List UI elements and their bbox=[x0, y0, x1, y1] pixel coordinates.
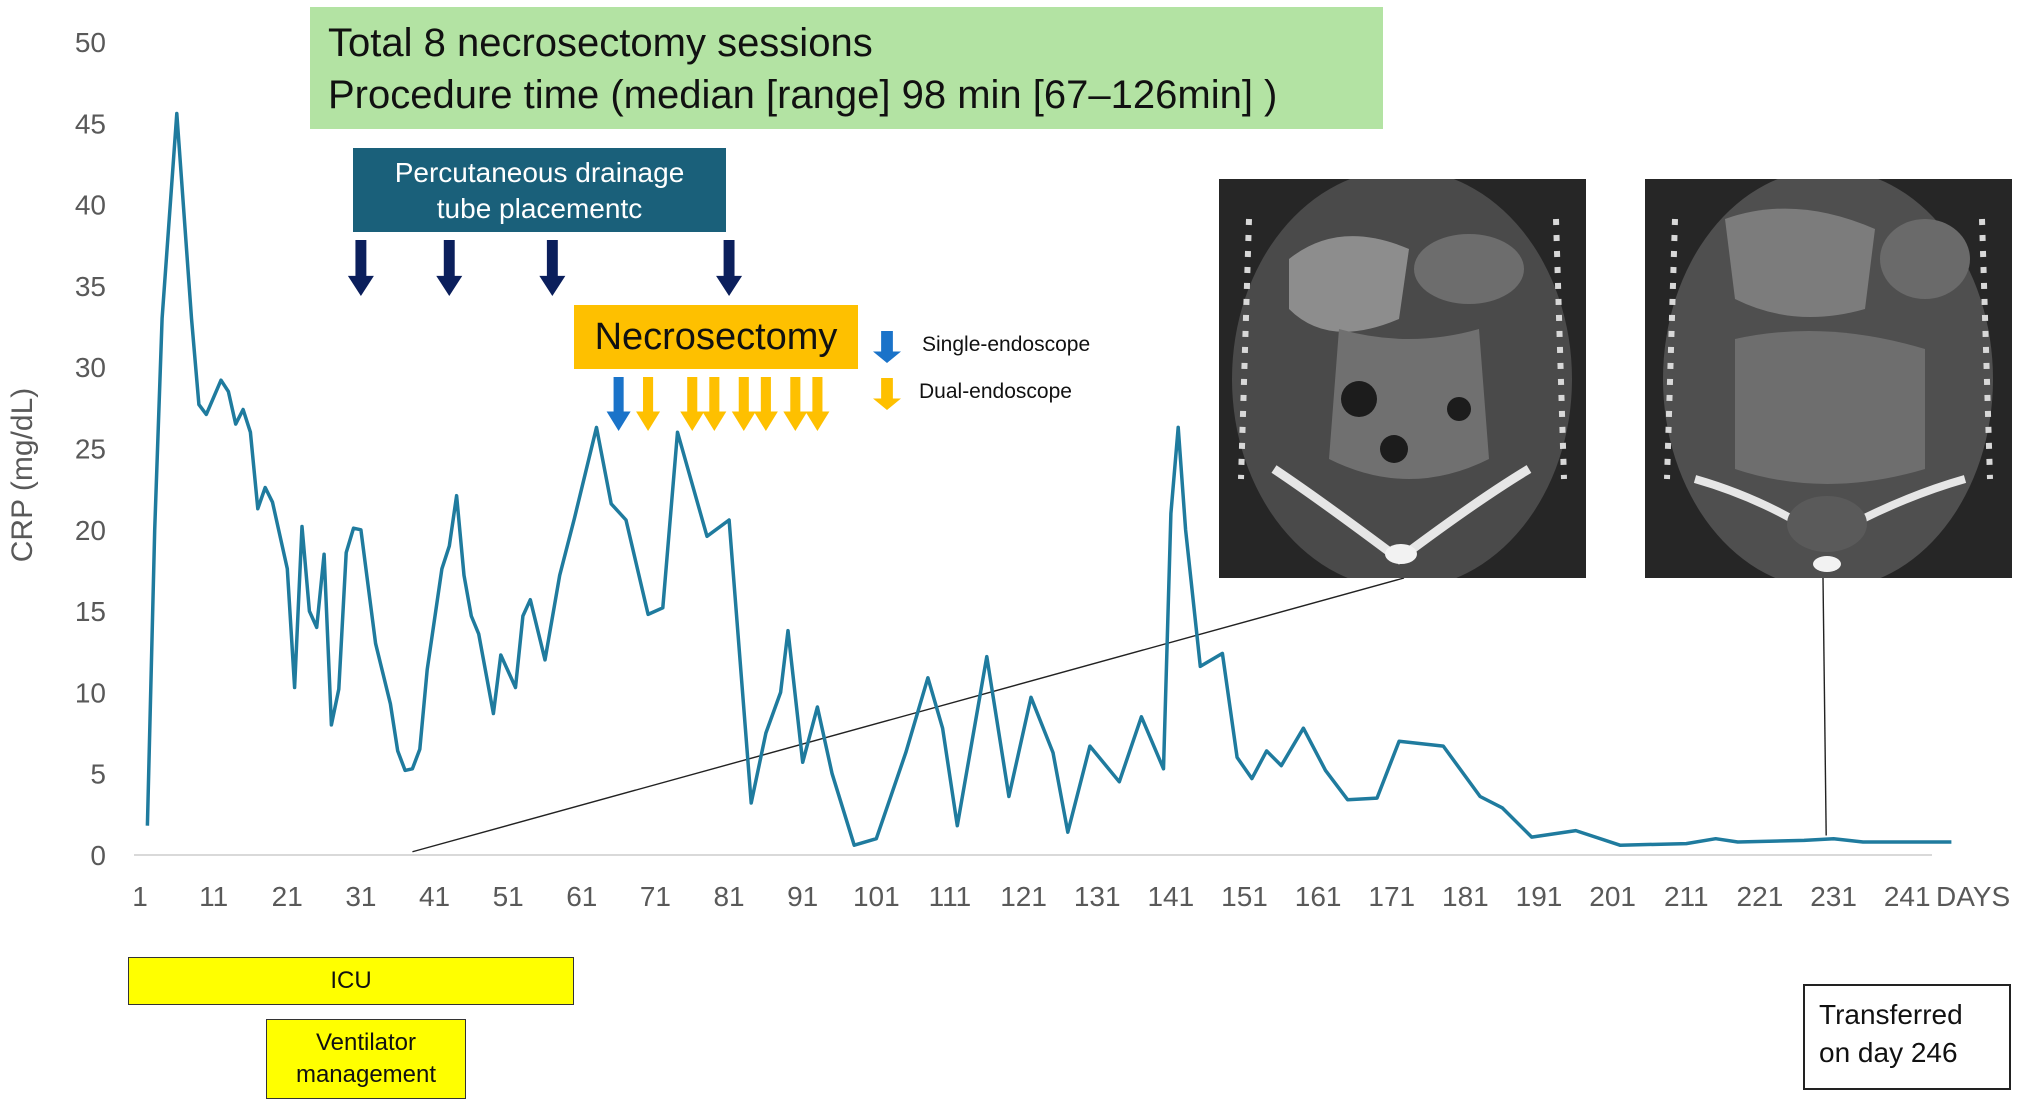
x-tick-label: 81 bbox=[713, 881, 744, 912]
x-tick-label: 191 bbox=[1516, 881, 1563, 912]
drainage-arrow-icon bbox=[539, 240, 566, 296]
legend-single-endoscope: Single-endoscope bbox=[922, 333, 1091, 356]
ventilator-period-box: Ventilator management bbox=[266, 1019, 466, 1099]
necrosectomy-label: Necrosectomy bbox=[594, 316, 838, 358]
callout-line bbox=[1822, 577, 1827, 836]
y-tick-label: 35 bbox=[75, 271, 106, 302]
drainage-box: Percutaneous drainage tube placementc bbox=[353, 148, 726, 232]
transfer-line-1: Transferred bbox=[1819, 999, 1963, 1030]
x-tick-label: 51 bbox=[493, 881, 524, 912]
x-tick-label: 141 bbox=[1147, 881, 1194, 912]
x-tick-label: 41 bbox=[419, 881, 450, 912]
legend-arrows bbox=[873, 331, 901, 410]
icu-period-box: ICU bbox=[128, 957, 574, 1005]
x-tick-label: 111 bbox=[929, 881, 972, 912]
legend-dual-arrow-icon bbox=[873, 378, 901, 410]
y-tick-label: 0 bbox=[90, 840, 106, 871]
x-tick-label: 31 bbox=[345, 881, 376, 912]
x-tick-labels: 1 11 21 31 41 51 61 71 81 91 101 111 121 131 141 151 161… bbox=[132, 881, 1930, 912]
x-tick-label: 61 bbox=[566, 881, 597, 912]
x-tick-label: 161 bbox=[1295, 881, 1342, 912]
dual-endoscope-arrow-icon bbox=[636, 377, 661, 431]
dual-endoscope-arrow-icon bbox=[783, 377, 808, 431]
y-tick-label: 25 bbox=[75, 434, 106, 465]
x-tick-label: 211 bbox=[1664, 881, 1709, 912]
y-tick-label: 45 bbox=[75, 108, 106, 139]
dual-endoscope-arrow-icon bbox=[702, 377, 727, 431]
x-tick-label: 101 bbox=[853, 881, 900, 912]
ct-scan-image-late bbox=[1645, 179, 2012, 578]
crp-series-line bbox=[145, 111, 1952, 847]
legend-dual-endoscope: Dual-endoscope bbox=[919, 380, 1072, 403]
icu-label: ICU bbox=[330, 967, 372, 994]
drainage-arrow-icon bbox=[436, 240, 463, 296]
y-tick-label: 50 bbox=[75, 27, 106, 58]
single-endoscope-arrow-icon bbox=[606, 377, 631, 431]
ventilator-line-1: Ventilator bbox=[315, 1029, 417, 1056]
x-tick-label: 1 bbox=[132, 881, 148, 912]
y-tick-labels: 0 5 10 15 20 25 30 35 40 45 50 bbox=[75, 27, 106, 871]
x-tick-label: 221 bbox=[1737, 881, 1784, 912]
y-tick-label: 5 bbox=[90, 759, 106, 790]
x-tick-label: 181 bbox=[1442, 881, 1489, 912]
x-tick-label: 71 bbox=[640, 881, 671, 912]
y-tick-label: 15 bbox=[75, 596, 106, 627]
x-tick-label: 151 bbox=[1221, 881, 1268, 912]
x-tick-label: 131 bbox=[1074, 881, 1121, 912]
dual-endoscope-arrow-icon bbox=[753, 377, 778, 431]
dual-endoscope-arrow-icon bbox=[731, 377, 756, 431]
ventilator-line-2: management bbox=[295, 1061, 437, 1088]
summary-line-1: Total 8 necrosectomy sessions bbox=[328, 21, 873, 65]
legend-single-arrow-icon bbox=[873, 331, 901, 363]
summary-box: Total 8 necrosectomy sessions Procedure … bbox=[310, 7, 1383, 129]
necrosectomy-box: Necrosectomy bbox=[574, 305, 858, 369]
x-tick-label: 231 bbox=[1810, 881, 1857, 912]
transfer-line-2: on day 246 bbox=[1819, 1037, 1958, 1068]
y-tick-label: 10 bbox=[75, 677, 106, 708]
drainage-arrow-icon bbox=[716, 240, 743, 296]
ct-callout-lines bbox=[412, 577, 1827, 853]
drainage-arrow-icon bbox=[347, 240, 374, 296]
x-tick-label: 21 bbox=[272, 881, 303, 912]
x-tick-label: 201 bbox=[1589, 881, 1636, 912]
dual-endoscope-arrow-icon bbox=[805, 377, 830, 431]
y-tick-label: 30 bbox=[75, 352, 106, 383]
x-tick-label: 241 bbox=[1884, 881, 1931, 912]
y-tick-label: 40 bbox=[75, 190, 106, 221]
summary-line-2: Procedure time (median [range] 98 min [6… bbox=[328, 73, 1278, 117]
x-tick-label: 91 bbox=[787, 881, 818, 912]
x-axis-label: DAYS bbox=[1936, 881, 2010, 912]
x-tick-label: 11 bbox=[199, 881, 228, 912]
y-axis-label: CRP (mg/dL) bbox=[6, 388, 39, 563]
event-arrows bbox=[347, 240, 830, 431]
callout-line bbox=[412, 577, 1405, 853]
drainage-line-2: tube placementc bbox=[436, 193, 643, 224]
ct-scan-image-early bbox=[1219, 179, 1586, 578]
transfer-box: Transferred on day 246 bbox=[1803, 984, 2011, 1090]
y-tick-label: 20 bbox=[75, 515, 106, 546]
dual-endoscope-arrow-icon bbox=[680, 377, 705, 431]
x-tick-label: 171 bbox=[1368, 881, 1415, 912]
drainage-line-1: Percutaneous drainage bbox=[394, 157, 685, 188]
x-tick-label: 121 bbox=[1000, 881, 1047, 912]
